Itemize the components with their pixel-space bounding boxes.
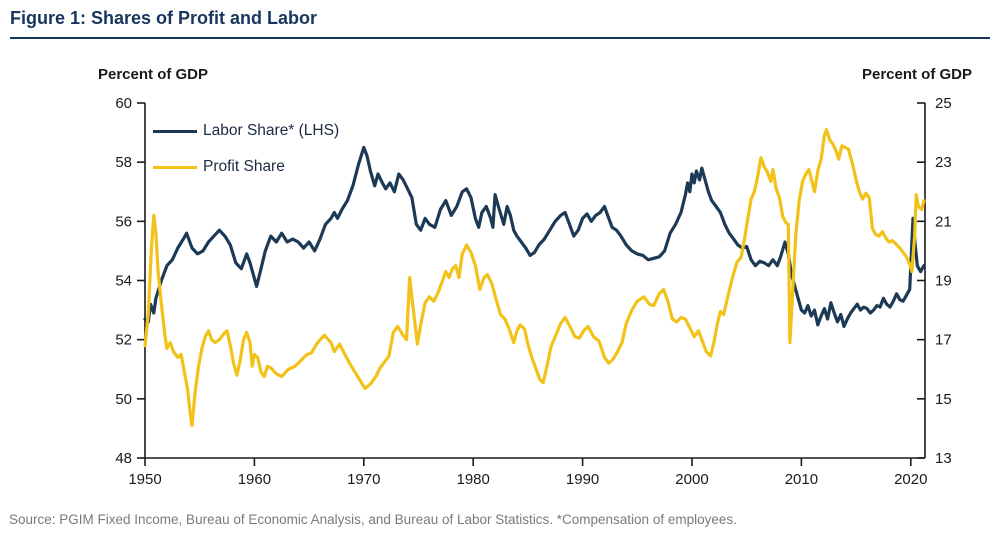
labor-share-line xyxy=(143,145,926,328)
right-axis-title: Percent of GDP xyxy=(861,66,972,83)
source-note: Source: PGIM Fixed Income, Bureau of Eco… xyxy=(9,512,737,527)
tick-label: 15 xyxy=(935,391,952,408)
tick-label: 50 xyxy=(115,391,132,408)
tick-label: 54 xyxy=(115,273,132,290)
tick-label: 13 xyxy=(935,450,952,467)
tick-label: 1990 xyxy=(566,471,599,488)
legend-label-labor-share: Labor Share* (LHS) xyxy=(203,122,340,139)
tick-label: 1950 xyxy=(128,471,161,488)
axis-tick-labels: 48 50 52 54 56 58 60 13 15 17 19 21 23 25 1950 1960 1970… xyxy=(115,95,951,488)
tick-label: 58 xyxy=(115,154,132,171)
tick-label: 2000 xyxy=(675,471,708,488)
tick-label: 23 xyxy=(935,154,952,171)
tick-label: 2020 xyxy=(894,471,927,488)
tick-label: 56 xyxy=(115,213,132,230)
figure-title: Figure 1: Shares of Profit and Labor xyxy=(10,8,318,28)
tick-label: 52 xyxy=(115,332,132,349)
legend-label-profit-share: Profit Share xyxy=(203,158,285,175)
profit-share-line xyxy=(143,128,926,428)
tick-label: 1960 xyxy=(238,471,271,488)
labor-share-line-swatch xyxy=(153,129,197,133)
tick-label: 1980 xyxy=(457,471,490,488)
tick-label: 2010 xyxy=(785,471,818,488)
tick-label: 17 xyxy=(935,332,952,349)
data-series-lines xyxy=(143,128,926,428)
axes xyxy=(144,103,926,459)
axis-ticks xyxy=(137,102,925,466)
tick-label: 25 xyxy=(935,95,952,112)
legend-item-labor-share: Labor Share* (LHS) xyxy=(153,122,340,139)
tick-label: 60 xyxy=(115,95,132,112)
tick-label: 21 xyxy=(935,213,952,230)
legend-item-profit-share: Profit Share xyxy=(153,158,285,175)
left-axis-title: Percent of GDP xyxy=(98,66,209,83)
tick-label: 48 xyxy=(115,450,132,467)
profit-share-line-swatch xyxy=(153,165,197,169)
tick-label: 19 xyxy=(935,273,952,290)
tick-label: 1970 xyxy=(347,471,380,488)
title-underline-rule xyxy=(10,37,990,39)
